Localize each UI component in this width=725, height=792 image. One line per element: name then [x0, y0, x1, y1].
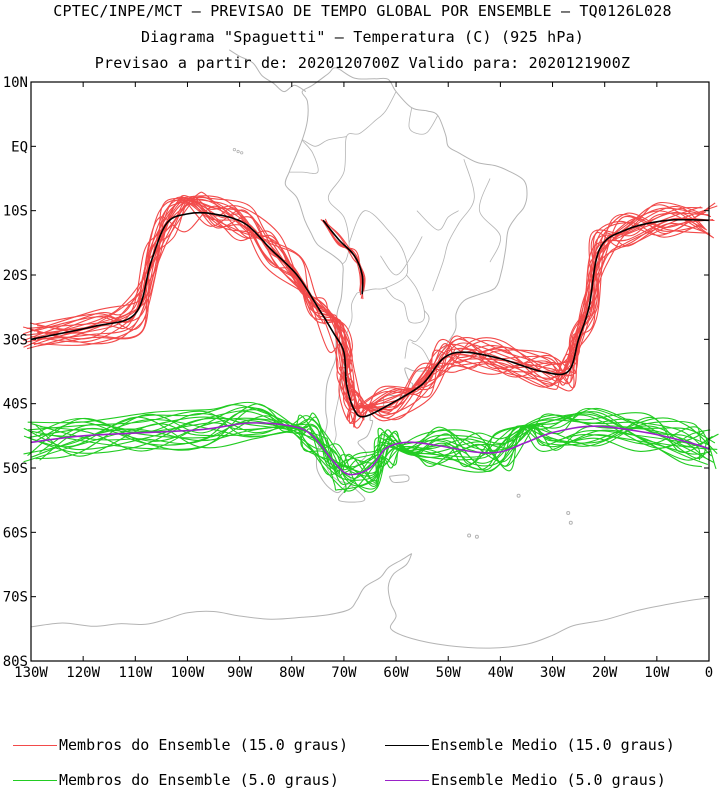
lon-label-100W: 100W [171, 665, 205, 681]
country-border-11 [380, 236, 423, 276]
lon-label-120W: 120W [66, 665, 100, 681]
mean-5-line [30, 422, 710, 476]
member-15-line-16 [22, 196, 716, 422]
country-border-4 [385, 274, 426, 324]
legend-members-15: Membros do Ensemble (15.0 graus) [13, 736, 348, 754]
legend-mean-5: Ensemble Medio (5.0 graus) [385, 771, 666, 789]
member-15-line-10 [26, 196, 706, 412]
legend-label-members-15: Membros do Ensemble (15.0 graus) [59, 736, 348, 754]
member-15-line-15 [26, 195, 702, 408]
lon-label-40W: 40W [488, 665, 514, 681]
member-15-line-8 [33, 199, 715, 408]
island-0 [516, 493, 521, 498]
lat-label-10N: 10N [3, 75, 28, 91]
lon-label-30W: 30W [540, 665, 566, 681]
antarctica-coastline [30, 553, 412, 628]
country-border-3 [348, 210, 409, 294]
legend-label-mean-15: Ensemble Medio (15.0 graus) [431, 736, 675, 754]
lat-label-80S: 80S [3, 654, 28, 670]
member-15-line-5 [26, 199, 709, 424]
lon-label-70W: 70W [331, 665, 357, 681]
legend-mean-15: Ensemble Medio (15.0 graus) [385, 736, 675, 754]
member-15-line-13 [33, 197, 711, 410]
mean-15-andes-line [322, 219, 364, 295]
lon-label-10W: 10W [644, 665, 670, 681]
member-15-line-18 [33, 191, 708, 416]
lat-label-70S: 70S [3, 590, 28, 606]
member-5-line-15 [35, 403, 714, 474]
member-15-line-4 [30, 201, 714, 409]
plot-frame [30, 81, 710, 662]
member-15-andes-line-5 [324, 218, 365, 299]
galapagos-2 [240, 151, 244, 155]
member-15-line-19 [29, 205, 703, 412]
legend-members-5: Membros do Ensemble (5.0 graus) [13, 771, 339, 789]
member-15-line-7 [37, 199, 701, 421]
legend-label-mean-5: Ensemble Medio (5.0 graus) [431, 771, 666, 789]
title-line-3: Previsao a partir de: 2020120700Z Valido… [94, 54, 631, 72]
island-4 [474, 534, 479, 539]
country-border-1 [408, 107, 439, 135]
plot-area [22, 49, 719, 649]
lon-label-90W: 90W [227, 665, 253, 681]
legend-swatch-purple [385, 780, 429, 781]
member-15-line-11 [23, 198, 702, 412]
lat-label-10S: 10S [3, 204, 28, 220]
lat-label-EQ: EQ [11, 139, 28, 155]
island-2 [568, 520, 573, 525]
lat-label-30S: 30S [3, 332, 28, 348]
country-border-5 [404, 310, 430, 359]
lon-label-80W: 80W [279, 665, 305, 681]
legend-swatch-green [13, 780, 57, 781]
lon-label-130W: 130W [14, 665, 48, 681]
member-5-line-18 [23, 401, 712, 492]
member-5-line-12 [27, 404, 717, 476]
country-border-10 [478, 178, 501, 263]
lon-label-0: 0 [705, 665, 713, 681]
member-15-andes-line-2 [322, 219, 364, 300]
country-border-2 [289, 136, 347, 174]
legend-swatch-red [13, 745, 57, 746]
member-5-line-16 [31, 414, 701, 479]
legend-label-members-5: Membros do Ensemble (5.0 graus) [59, 771, 339, 789]
lat-label-50S: 50S [3, 461, 28, 477]
title-line-1: CPTEC/INPE/MCT – PREVISAO DE TEMPO GLOBA… [53, 2, 672, 20]
member-5-line-19 [39, 412, 718, 475]
galapagos-0 [232, 148, 236, 152]
country-border-6 [411, 342, 431, 363]
island-1 [566, 511, 571, 515]
member-15-line-17 [37, 195, 712, 409]
member-5-line-17 [27, 415, 706, 485]
lon-label-60W: 60W [383, 665, 409, 681]
island-3 [467, 533, 472, 538]
galapagos-1 [236, 149, 240, 154]
lon-label-110W: 110W [118, 665, 152, 681]
central-america-coastline [228, 49, 307, 93]
country-border-8 [432, 159, 475, 292]
lat-label-40S: 40S [3, 397, 28, 413]
lat-label-60S: 60S [3, 525, 28, 541]
country-border-9 [416, 210, 459, 231]
title-line-2: Diagrama "Spaguetti" – Temperatura (C) (… [140, 28, 585, 46]
member-15-line-9 [30, 199, 710, 418]
falkland-coastline [388, 474, 410, 483]
lon-label-50W: 50W [436, 665, 462, 681]
legend-swatch-black [385, 745, 429, 746]
member-15-line-6 [23, 195, 705, 407]
mean-15-line [30, 211, 710, 418]
antarctica-east-coastline [387, 553, 710, 649]
lat-label-20S: 20S [3, 268, 28, 284]
member-5-line-11 [31, 414, 711, 493]
lon-label-20W: 20W [592, 665, 618, 681]
country-border-7 [326, 292, 358, 484]
south-america-coastline [284, 67, 528, 494]
member-5-line-9 [39, 406, 719, 490]
